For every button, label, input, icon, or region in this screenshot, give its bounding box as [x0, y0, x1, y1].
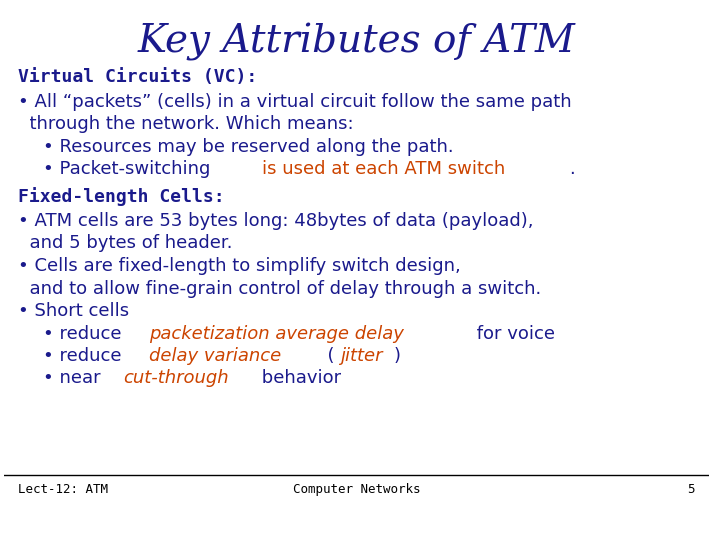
Text: ): ): [394, 347, 400, 365]
Text: • reduce: • reduce: [43, 347, 127, 365]
Text: behavior: behavior: [256, 369, 341, 387]
Text: and 5 bytes of header.: and 5 bytes of header.: [18, 234, 233, 252]
Text: Virtual Circuits (VC):: Virtual Circuits (VC):: [18, 68, 258, 86]
Text: 5: 5: [688, 483, 695, 496]
Text: • Packet-switching: • Packet-switching: [43, 160, 216, 178]
Text: packetization average delay: packetization average delay: [149, 325, 404, 343]
Text: and to allow fine-grain control of delay through a switch.: and to allow fine-grain control of delay…: [18, 280, 541, 298]
Text: Fixed-length Cells:: Fixed-length Cells:: [18, 187, 225, 206]
Text: Lect-12: ATM: Lect-12: ATM: [18, 483, 108, 496]
Text: through the network. Which means:: through the network. Which means:: [18, 115, 354, 133]
Text: Computer Networks: Computer Networks: [293, 483, 420, 496]
Text: cut-through: cut-through: [123, 369, 229, 387]
Text: (: (: [316, 347, 335, 365]
Text: is used at each ATM switch: is used at each ATM switch: [261, 160, 505, 178]
Text: for voice: for voice: [472, 325, 555, 343]
Text: delay variance: delay variance: [149, 347, 282, 365]
Text: • near: • near: [43, 369, 107, 387]
Text: • All “packets” (cells) in a virtual circuit follow the same path: • All “packets” (cells) in a virtual cir…: [18, 93, 572, 111]
Text: jitter: jitter: [340, 347, 382, 365]
Text: • Short cells: • Short cells: [18, 302, 130, 320]
Text: .: .: [569, 160, 575, 178]
Text: • reduce: • reduce: [43, 325, 127, 343]
Text: • ATM cells are 53 bytes long: 48bytes of data (payload),: • ATM cells are 53 bytes long: 48bytes o…: [18, 212, 534, 230]
Text: • Cells are fixed-length to simplify switch design,: • Cells are fixed-length to simplify swi…: [18, 257, 461, 275]
Text: Key Attributes of ATM: Key Attributes of ATM: [138, 23, 575, 61]
Text: • Resources may be reserved along the path.: • Resources may be reserved along the pa…: [43, 138, 454, 156]
